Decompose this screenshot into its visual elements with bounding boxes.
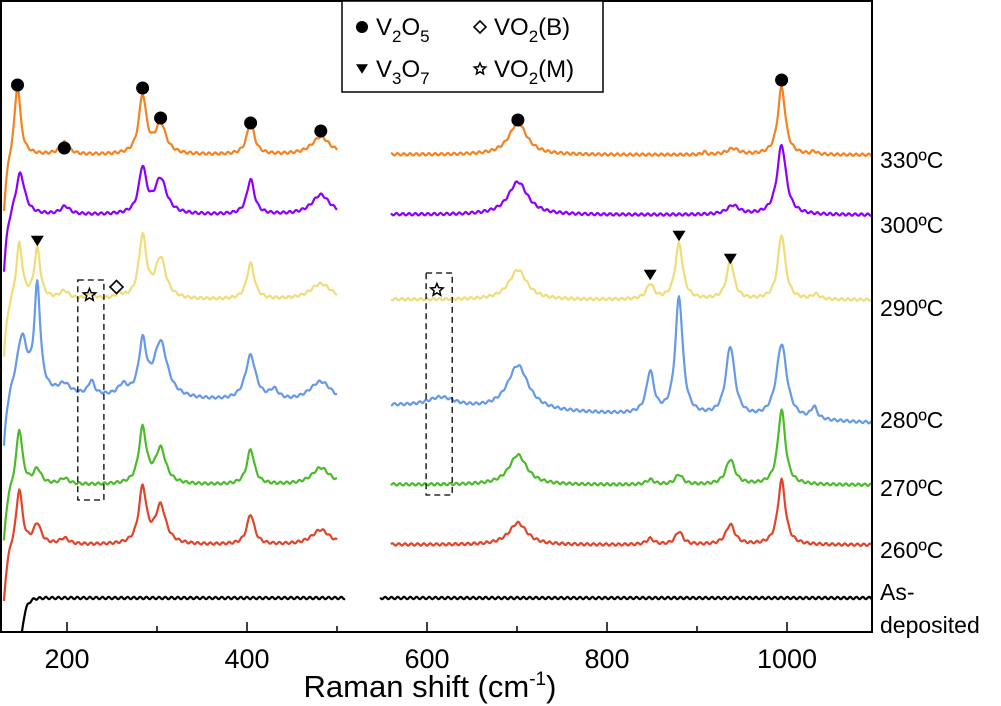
star-marker-icon (428, 281, 445, 297)
spectrum-1-segment-1 (390, 143, 872, 217)
legend-box (341, 0, 604, 93)
spectrum-5-segment-0 (2, 483, 338, 601)
spectrum-4-segment-0 (2, 423, 338, 541)
x-tick-label: 400 (224, 644, 269, 674)
spectrum-0-segment-1 (390, 84, 873, 157)
legend-label: VO2(M) (494, 56, 574, 88)
series-label: 260ºC (880, 537, 943, 563)
highlight-boxes (77, 272, 453, 501)
spectrum-6-segment-1 (379, 595, 873, 601)
x-tick-label: 600 (404, 644, 449, 674)
circle-marker-icon (356, 21, 368, 33)
x-axis-title: Raman shift (cm-1) (304, 669, 557, 704)
dashed-highlight-box (425, 272, 453, 496)
legend-label: V2O5 (376, 14, 430, 46)
diamond-marker-icon (108, 279, 125, 295)
x-tick-label: 800 (584, 644, 629, 674)
circle-marker-icon (154, 111, 168, 125)
temperature-labels: 330ºC 300ºC 290ºC 280ºC 270ºC 260ºC As-deposit… (880, 147, 980, 638)
series-label-as-deposited-line1: As- (880, 579, 915, 605)
dashed-highlight-box (77, 279, 105, 501)
circle-marker-icon (136, 81, 150, 95)
legend: V2O5 VO2(B) V3O7 VO2(M) (341, 0, 604, 93)
series-label: 290ºC (880, 295, 943, 321)
triangle-marker-icon (643, 269, 657, 281)
spectrum-1-segment-0 (2, 164, 338, 272)
spectrum-5-segment-1 (390, 477, 873, 547)
spectrum-2-segment-1 (390, 234, 873, 302)
legend-label: VO2(B) (494, 14, 570, 46)
circle-marker-icon (57, 141, 71, 155)
series-label: 270ºC (880, 475, 943, 501)
spectrum-4-segment-1 (390, 408, 872, 487)
triangle-marker-icon (672, 230, 686, 242)
diamond-marker-icon (472, 19, 488, 35)
spectrum-2-segment-0 (2, 232, 338, 357)
star-marker-icon (81, 286, 98, 302)
triangle-marker-icon (30, 235, 44, 247)
triangle-marker-icon (723, 253, 737, 265)
spectrum-3-segment-0 (2, 279, 338, 446)
circle-marker-icon (244, 116, 258, 130)
legend-label: V3O7 (376, 56, 430, 88)
circle-marker-icon (11, 78, 24, 92)
spectra-group (2, 84, 873, 632)
series-label: 330ºC (880, 147, 943, 173)
series-label: 280ºC (880, 407, 943, 433)
circle-marker-icon (511, 113, 525, 127)
x-tick-label: 200 (44, 644, 89, 674)
series-label-as-deposited-line2: deposited (880, 612, 980, 638)
x-tick-label: 1000 (757, 644, 817, 674)
star-marker-icon (472, 61, 488, 76)
series-label: 300ºC (880, 212, 943, 238)
spectrum-3-segment-1 (390, 295, 873, 425)
circle-marker-icon (775, 73, 789, 87)
phase-markers (11, 73, 789, 302)
spectrum-6-segment-0 (20, 595, 346, 632)
triangle-marker-icon (356, 64, 368, 74)
x-axis: 200 400 600 800 1000 (44, 622, 817, 674)
circle-marker-icon (314, 124, 328, 138)
spectrum-0-segment-0 (2, 86, 338, 211)
